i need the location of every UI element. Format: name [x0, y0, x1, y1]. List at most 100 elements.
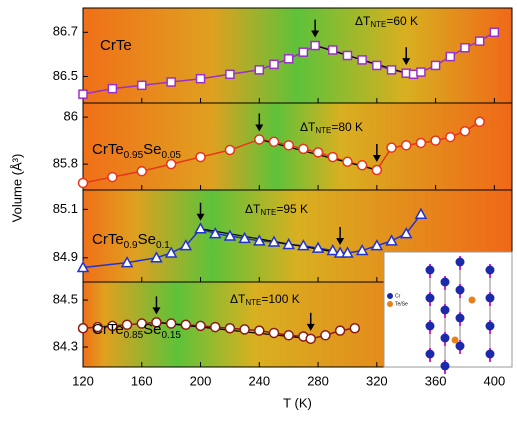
label-part: CrTe: [92, 231, 124, 248]
y-tick-label: 85.1: [53, 201, 78, 216]
marker: [136, 318, 148, 329]
marker: [334, 325, 346, 336]
x-tick-label: 160: [131, 373, 153, 388]
annotation-part: =60 K: [386, 14, 418, 28]
marker: [327, 151, 339, 163]
annotation: ΔTNTE=100 K: [230, 292, 300, 307]
y-tick-label: 84.5: [53, 292, 78, 307]
marker: [180, 319, 192, 330]
marker: [320, 330, 331, 341]
marker: [372, 60, 382, 71]
arrow: [255, 113, 264, 132]
marker: [414, 207, 428, 219]
label-part: Se: [143, 141, 161, 158]
marker: [305, 333, 316, 345]
marker: [107, 320, 118, 332]
marker: [224, 323, 236, 334]
annotation: ΔTNTE=95 K: [245, 202, 308, 217]
marker: [371, 164, 383, 176]
marker: [164, 246, 178, 258]
marker: [400, 140, 412, 151]
marker: [341, 246, 354, 258]
panel-label: CrTe0.95Se0.05: [92, 141, 181, 161]
marker: [268, 327, 280, 339]
x-axis-label: T (K): [283, 395, 312, 410]
inset-legend-label: Te/Se: [395, 301, 408, 307]
marker: [312, 147, 324, 158]
marker: [282, 237, 295, 250]
annotation: ΔTNTE=60 K: [355, 14, 418, 29]
marker: [165, 158, 177, 170]
marker: [137, 80, 147, 91]
panel-label: CrTe0.85Se0.15: [92, 321, 181, 341]
marker: [76, 260, 90, 273]
marker: [342, 50, 353, 61]
label-part: Se: [138, 231, 156, 248]
x-tick-label: 120: [72, 373, 94, 388]
y-tick-label: 84.9: [53, 249, 78, 264]
marker: [239, 324, 250, 335]
y-tick-label: 86.5: [53, 68, 78, 83]
y-tick-label: 85.8: [53, 156, 78, 171]
marker: [399, 227, 413, 239]
marker: [416, 67, 426, 77]
marker: [445, 51, 456, 62]
marker: [194, 222, 207, 234]
marker: [370, 239, 384, 251]
label-part: 0.1: [156, 240, 170, 251]
series-line: [82, 121, 481, 184]
x-tick-label: 280: [307, 373, 329, 388]
marker: [121, 319, 133, 330]
marker: [166, 77, 176, 87]
marker: [78, 89, 88, 99]
label-part: CrTe: [100, 37, 132, 54]
annotation-part: ΔT: [355, 14, 371, 28]
marker: [342, 156, 353, 168]
marker: [474, 36, 485, 46]
marker: [195, 73, 206, 84]
marker: [120, 256, 134, 268]
marker: [77, 177, 89, 189]
marker: [311, 241, 325, 253]
annotation-part: =80 K: [331, 120, 363, 134]
marker: [254, 65, 265, 75]
panel-background: [82, 102, 513, 191]
marker: [357, 55, 367, 65]
marker: [385, 234, 398, 246]
arrow: [152, 296, 161, 315]
marker: [445, 131, 456, 143]
marker: [298, 143, 309, 155]
marker: [209, 321, 221, 333]
marker: [92, 321, 103, 333]
label-part: 0.85: [124, 330, 144, 341]
annotation: ΔTNTE=80 K: [300, 120, 363, 135]
label-part: CrTe: [92, 321, 124, 338]
x-tick-label: 320: [366, 373, 388, 388]
panel-label: CrTe0.9Se0.1: [92, 231, 170, 251]
marker: [283, 54, 294, 64]
marker: [310, 40, 320, 51]
marker: [150, 251, 163, 263]
x-tick-label: 400: [484, 373, 506, 388]
marker: [328, 45, 338, 55]
marker: [151, 317, 162, 328]
inset: [383, 251, 513, 374]
marker: [136, 165, 148, 177]
annotation-part: ΔT: [300, 120, 316, 134]
annotation-part: NTE: [315, 126, 331, 135]
marker: [349, 323, 361, 334]
marker: [297, 239, 310, 251]
panel-label: CrTe: [100, 37, 132, 54]
marker: [165, 318, 177, 329]
marker: [269, 59, 279, 70]
marker: [474, 116, 485, 128]
marker: [253, 234, 266, 246]
marker: [208, 227, 222, 239]
arrow: [336, 226, 345, 245]
marker: [107, 83, 118, 94]
marker: [254, 325, 265, 336]
marker: [195, 151, 206, 163]
x-tick-label: 200: [190, 373, 212, 388]
marker: [298, 47, 309, 57]
